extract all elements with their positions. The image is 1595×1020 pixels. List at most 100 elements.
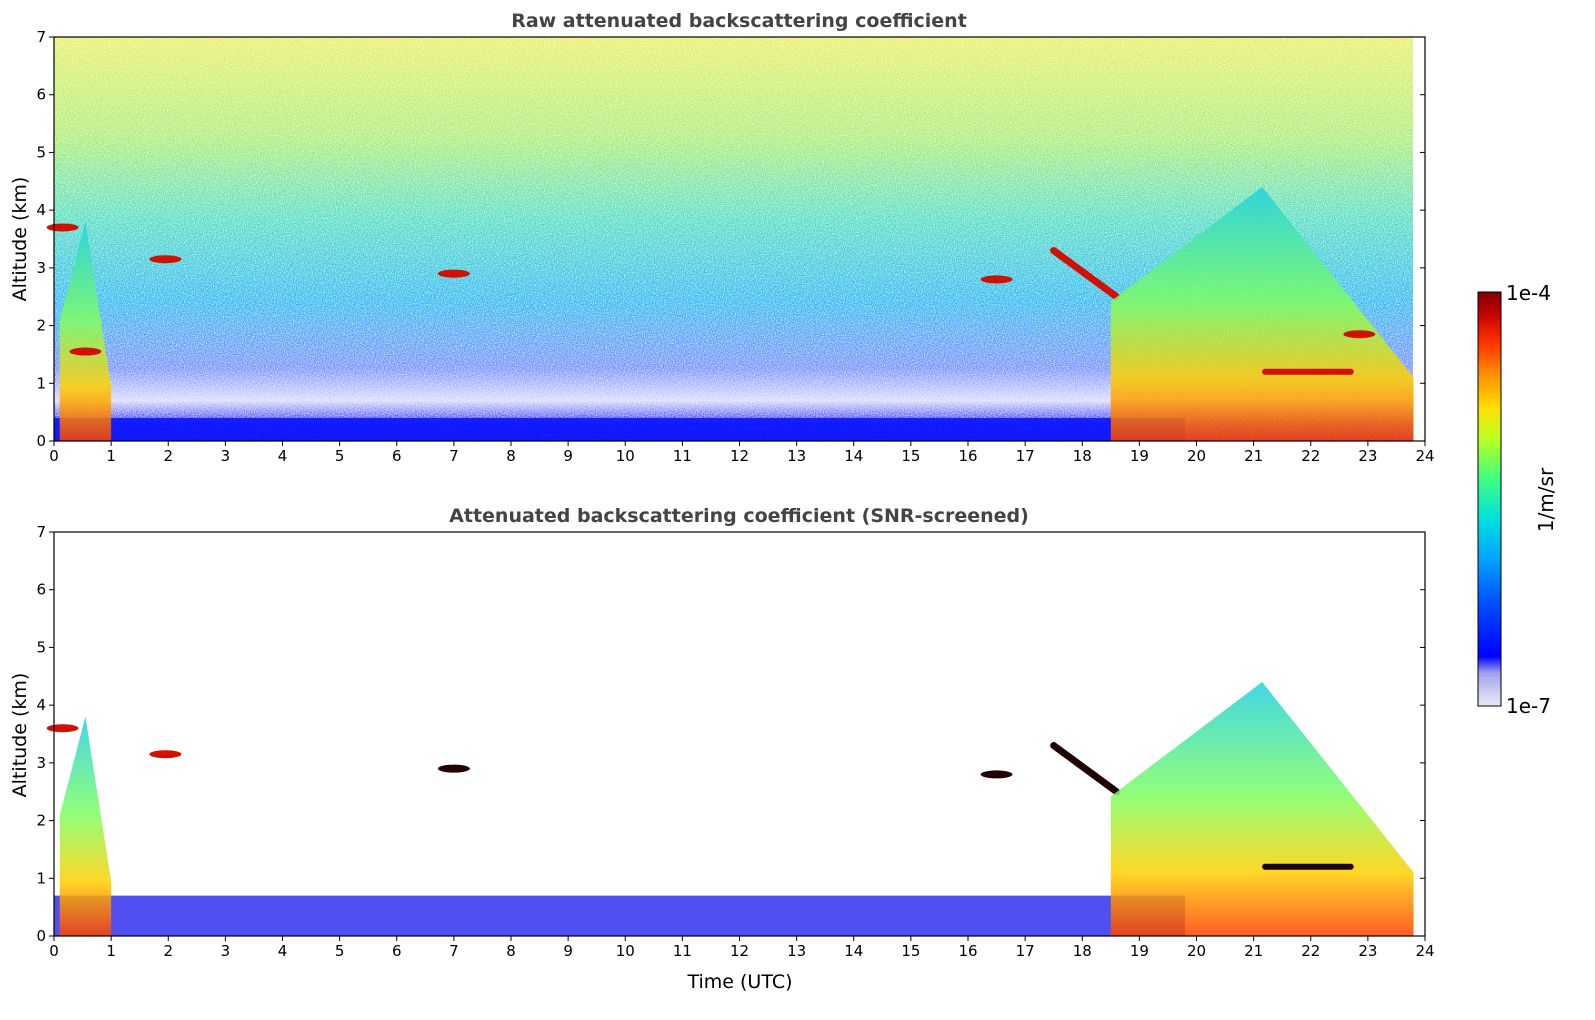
top-y-axis: 0 1 2 3 4 5 6 7 bbox=[36, 28, 1425, 450]
x-tick-label: 9 bbox=[563, 447, 573, 465]
x-tick-label: 17 bbox=[1016, 447, 1035, 465]
x-tick-label: 23 bbox=[1358, 447, 1377, 465]
x-tick-label: 24 bbox=[1415, 447, 1434, 465]
x-tick-label: 6 bbox=[392, 447, 402, 465]
y-tick-label: 1 bbox=[36, 374, 46, 392]
x-tick-label: 5 bbox=[335, 942, 345, 960]
colorbar: 1e-4 1e-7 1/m/sr bbox=[1477, 281, 1558, 718]
x-tick-label: 3 bbox=[221, 447, 231, 465]
feature-descending-cloud bbox=[1050, 247, 1121, 301]
x-tick-label: 1 bbox=[106, 942, 116, 960]
x-tick-label: 21 bbox=[1244, 447, 1263, 465]
x-tick-label: 5 bbox=[335, 447, 345, 465]
colorbar-min-label: 1e-7 bbox=[1506, 694, 1551, 718]
x-tick-label: 10 bbox=[616, 942, 635, 960]
bottom-x-axis: 0 1 2 3 4 5 6 7 8 9 10 11 12 13 14 15 16 17 18 19 20 21 22 23 24 bbox=[49, 936, 1435, 960]
x-tick-label: 19 bbox=[1130, 942, 1149, 960]
x-tick-label: 16 bbox=[958, 942, 977, 960]
x-tick-label: 1 bbox=[106, 447, 116, 465]
x-tick-label: 13 bbox=[787, 942, 806, 960]
feature-cloud bbox=[437, 764, 470, 773]
feature-aerosol-plumes bbox=[1110, 682, 1414, 936]
y-tick-label: 1 bbox=[36, 869, 46, 887]
y-tick-label: 0 bbox=[36, 432, 46, 450]
x-tick-label: 22 bbox=[1301, 942, 1320, 960]
x-tick-label: 14 bbox=[844, 447, 863, 465]
x-tick-label: 2 bbox=[163, 447, 173, 465]
x-tick-label: 4 bbox=[278, 447, 288, 465]
x-tick-label: 23 bbox=[1358, 942, 1377, 960]
feature-cloud bbox=[437, 269, 470, 278]
y-tick-label: 6 bbox=[36, 581, 46, 599]
x-tick-label: 13 bbox=[787, 447, 806, 465]
x-tick-label: 10 bbox=[616, 447, 635, 465]
feature-aerosol-plumes bbox=[1110, 187, 1414, 441]
top-heatmap-field bbox=[54, 37, 1413, 441]
x-tick-label: 20 bbox=[1187, 942, 1206, 960]
x-tick-label: 21 bbox=[1244, 942, 1263, 960]
x-tick-label: 8 bbox=[506, 942, 516, 960]
screened-backscatter-panel: Attenuated backscattering coefficient (S… bbox=[9, 505, 1435, 993]
x-tick-label: 11 bbox=[673, 942, 692, 960]
x-tick-label: 17 bbox=[1016, 942, 1035, 960]
top-chart-title: Raw attenuated backscattering coefficien… bbox=[511, 10, 967, 32]
y-tick-label: 3 bbox=[36, 259, 46, 277]
x-axis-label: Time (UTC) bbox=[686, 971, 792, 993]
bottom-y-axis: 0 1 2 3 4 5 6 7 bbox=[36, 523, 1425, 945]
feature-cloud bbox=[46, 724, 79, 733]
x-tick-label: 18 bbox=[1073, 447, 1092, 465]
x-tick-label: 11 bbox=[673, 447, 692, 465]
colorbar-unit-label: 1/m/sr bbox=[1534, 467, 1558, 532]
x-tick-label: 2 bbox=[163, 942, 173, 960]
x-tick-label: 7 bbox=[449, 942, 459, 960]
bottom-chart-title: Attenuated backscattering coefficient (S… bbox=[449, 505, 1029, 527]
bottom-heatmap-features bbox=[46, 682, 1414, 936]
y-tick-label: 4 bbox=[36, 201, 46, 219]
y-tick-label: 0 bbox=[36, 927, 46, 945]
bottom-y-axis-label: Altitude (km) bbox=[9, 673, 31, 798]
x-tick-label: 3 bbox=[221, 942, 231, 960]
x-tick-label: 15 bbox=[901, 447, 920, 465]
x-tick-label: 16 bbox=[958, 447, 977, 465]
y-tick-label: 7 bbox=[36, 28, 46, 46]
y-tick-label: 5 bbox=[36, 638, 46, 656]
x-tick-label: 0 bbox=[49, 942, 59, 960]
x-tick-label: 8 bbox=[506, 447, 516, 465]
feature-cloud bbox=[980, 275, 1013, 284]
colorbar-max-label: 1e-4 bbox=[1506, 281, 1551, 305]
x-tick-label: 12 bbox=[730, 942, 749, 960]
x-tick-label: 4 bbox=[278, 942, 288, 960]
x-tick-label: 18 bbox=[1073, 942, 1092, 960]
top-y-axis-label: Altitude (km) bbox=[9, 177, 31, 302]
feature-cloud bbox=[46, 223, 79, 232]
feature-boundary-layer bbox=[54, 417, 1186, 441]
y-tick-label: 4 bbox=[36, 696, 46, 714]
x-tick-label: 14 bbox=[844, 942, 863, 960]
top-heatmap-features bbox=[46, 187, 1414, 441]
x-tick-label: 7 bbox=[449, 447, 459, 465]
x-tick-label: 24 bbox=[1415, 942, 1434, 960]
y-tick-label: 7 bbox=[36, 523, 46, 541]
x-tick-label: 20 bbox=[1187, 447, 1206, 465]
feature-cloud bbox=[1343, 330, 1376, 339]
x-tick-label: 15 bbox=[901, 942, 920, 960]
feature-cloud bbox=[149, 255, 182, 264]
feature-cloud bbox=[69, 347, 102, 356]
feature-boundary-layer bbox=[54, 895, 1186, 936]
y-tick-label: 6 bbox=[36, 86, 46, 104]
x-tick-label: 6 bbox=[392, 942, 402, 960]
y-tick-label: 2 bbox=[36, 812, 46, 830]
feature-plume bbox=[59, 716, 112, 936]
y-tick-label: 3 bbox=[36, 754, 46, 772]
x-tick-label: 9 bbox=[563, 942, 573, 960]
x-tick-label: 0 bbox=[49, 447, 59, 465]
x-tick-label: 19 bbox=[1130, 447, 1149, 465]
feature-cloud bbox=[980, 770, 1013, 779]
feature-cloud bbox=[149, 750, 182, 759]
colorbar-scale bbox=[1477, 291, 1502, 707]
x-tick-label: 12 bbox=[730, 447, 749, 465]
y-tick-label: 5 bbox=[36, 143, 46, 161]
feature-plume bbox=[59, 221, 112, 441]
feature-descending-cloud bbox=[1050, 742, 1121, 796]
